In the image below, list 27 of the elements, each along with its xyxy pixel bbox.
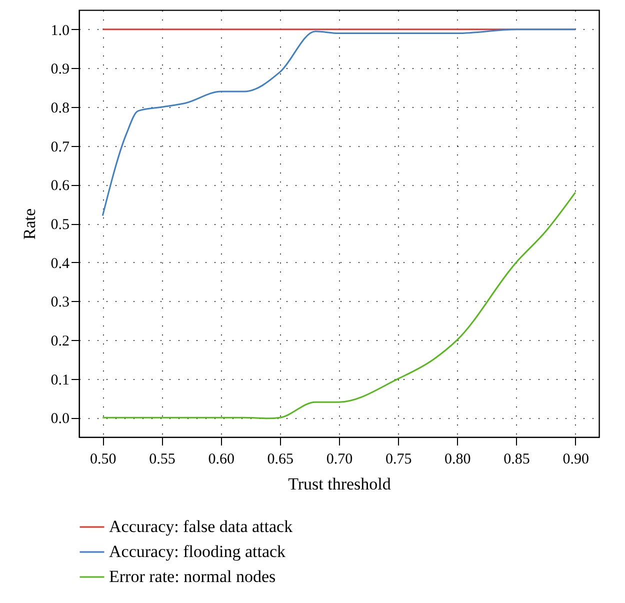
y-tick-label: 0.1 (50, 372, 70, 388)
y-tick-label: 0.4 (50, 256, 70, 272)
y-tick-label: 0.3 (50, 294, 70, 311)
x-tick-label: 0.65 (267, 452, 294, 468)
x-tick-label: 0.60 (208, 452, 234, 468)
legend-label: Accuracy: flooding attack (109, 542, 286, 561)
x-tick-label: 0.85 (504, 452, 530, 468)
y-axis-title: Rate (20, 208, 39, 240)
x-tick-label: 0.90 (562, 452, 589, 468)
x-tick-label: 0.80 (444, 452, 471, 468)
y-tick-label: 0.2 (50, 333, 70, 350)
x-tick-label: 0.70 (326, 452, 353, 468)
x-tick-label: 0.75 (385, 452, 412, 468)
x-tick-label: 0.50 (90, 452, 116, 468)
x-axis-title: Trust threshold (288, 474, 392, 494)
y-tick-label: 1.0 (50, 22, 70, 39)
y-tick-label: 0.0 (50, 411, 70, 428)
legend-label: Error rate: normal nodes (109, 567, 276, 586)
y-tick-label: 0.5 (50, 217, 70, 233)
line-series (102, 192, 576, 420)
y-tick-label: 0.9 (50, 62, 70, 78)
x-tick-label: 0.55 (149, 452, 176, 468)
y-tick-label: 0.6 (50, 178, 70, 194)
y-tick-label: 0.7 (50, 139, 70, 156)
line-series (102, 28, 576, 216)
y-tick-label: 0.8 (50, 100, 70, 117)
legend-label: Accuracy: false data attack (109, 517, 294, 536)
